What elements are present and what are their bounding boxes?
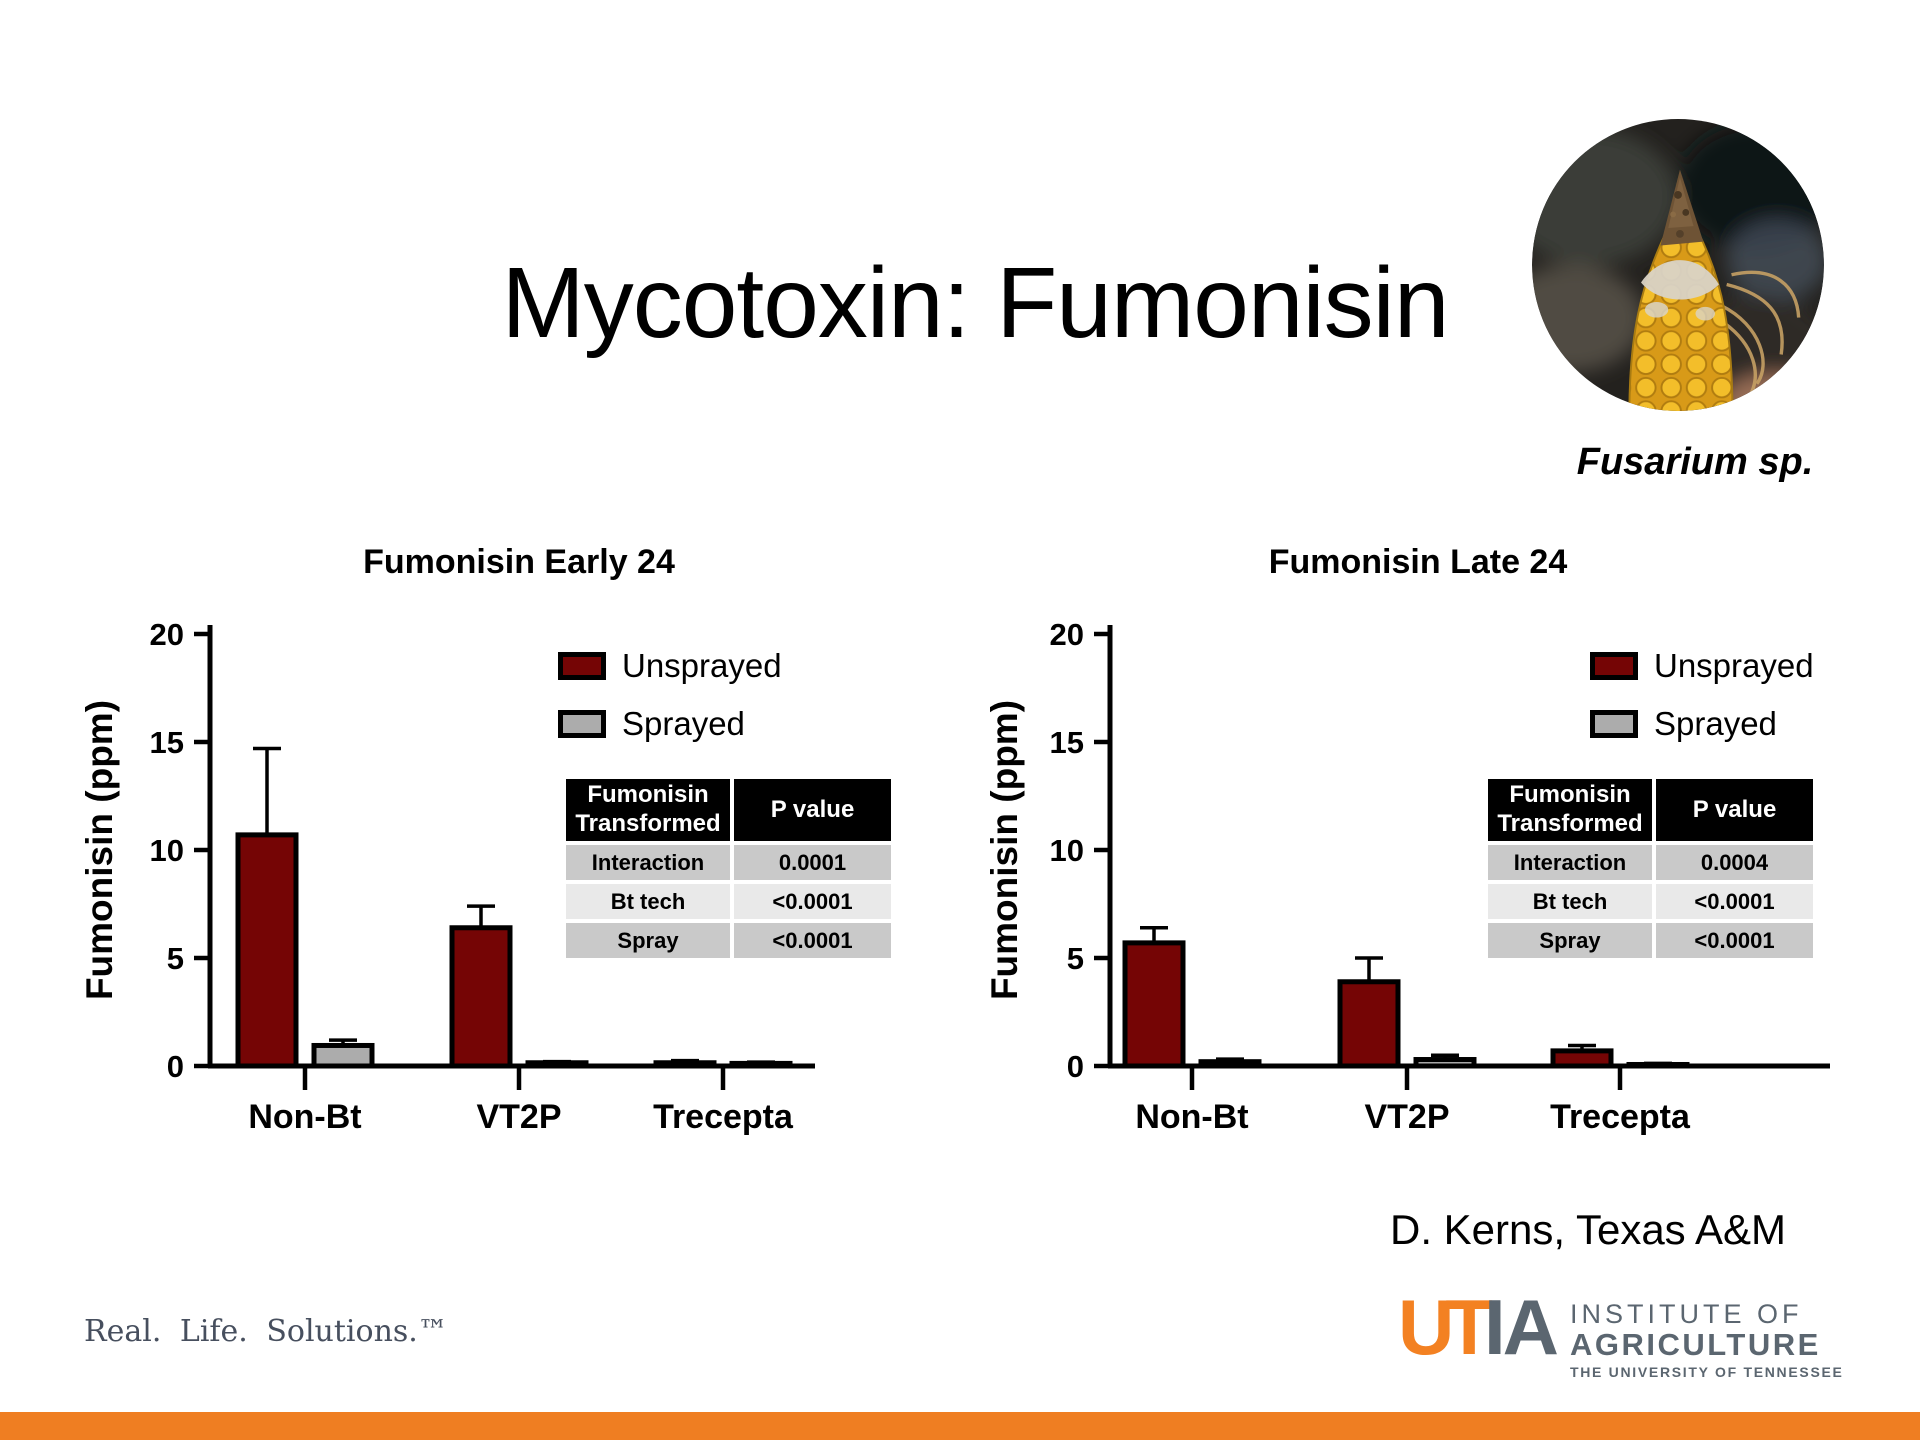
y-tick-label: 20 xyxy=(1050,617,1084,652)
y-axis-label-early: Fumonisin (ppm) xyxy=(79,699,120,1001)
y-tick-label: 10 xyxy=(150,833,184,868)
utia-logo: UT IA INSTITUTE OF AGRICULTURE THE UNIVE… xyxy=(1398,1283,1844,1381)
stats-header-factor: Fumonisin Transformed xyxy=(1488,779,1652,841)
bar-unsprayed-vt2p xyxy=(449,925,513,1069)
table-row-label: Interaction xyxy=(566,845,730,880)
table-row-label: Bt tech xyxy=(566,884,730,919)
x-category-label: Trecepta xyxy=(1550,1098,1691,1136)
table-row-value: 0.0001 xyxy=(734,845,891,880)
bar-sprayed-non-bt xyxy=(311,1042,375,1069)
table-row-value: <0.0001 xyxy=(1656,923,1813,958)
bar-sprayed-vt2p xyxy=(525,1060,589,1069)
tagline-text: Real. Life. Solutions.™ xyxy=(84,1314,448,1349)
bar-sprayed-trecepta xyxy=(729,1060,793,1069)
mold-band xyxy=(1641,260,1719,300)
stats-header-factor: Fumonisin Transformed xyxy=(566,779,730,841)
table-row-label: Bt tech xyxy=(1488,884,1652,919)
chart-title-late: Fumonisin Late 24 xyxy=(1268,543,1568,581)
bar-chart-early: 0 5 10 15 20 Non-Bt VT2P Trecepta xyxy=(150,617,815,1136)
moldy-tip xyxy=(1660,169,1704,246)
page-title: Mycotoxin: Fumonisin xyxy=(501,247,1450,359)
bar-sprayed-trecepta xyxy=(1626,1061,1690,1069)
x-category-label: Non-Bt xyxy=(1135,1098,1248,1136)
legend-swatch-unsprayed-early xyxy=(558,652,606,680)
corn-silks xyxy=(1721,270,1801,397)
x-category-label: VT2P xyxy=(476,1098,561,1136)
bar-unsprayed-vt2p xyxy=(1337,979,1401,1069)
legend-label-sprayed-late: Sprayed xyxy=(1654,705,1777,742)
logo-line-institute: INSTITUTE OF xyxy=(1569,1299,1803,1329)
y-tick-label: 15 xyxy=(1050,725,1084,760)
x-category-label: VT2P xyxy=(1364,1098,1449,1136)
logo-text: INSTITUTE OF AGRICULTURE THE UNIVERSITY … xyxy=(1569,1295,1844,1381)
bar-chart-late: 0 5 10 15 20 Non-Bt VT2P Trecepta xyxy=(1050,617,1830,1136)
legend-label-unsprayed-late: Unsprayed xyxy=(1654,647,1814,684)
legend-label-sprayed-early: Sprayed xyxy=(622,705,745,742)
y-tick-label: 0 xyxy=(1067,1049,1084,1084)
y-tick-label: 10 xyxy=(1050,833,1084,868)
legend-swatch-sprayed-late xyxy=(1590,710,1638,738)
bar-unsprayed-trecepta xyxy=(1550,1048,1614,1069)
x-category-label: Non-Bt xyxy=(248,1098,361,1136)
stats-header-pvalue: P value xyxy=(1656,779,1813,841)
table-row-value: 0.0004 xyxy=(1656,845,1813,880)
y-tick-label: 20 xyxy=(150,617,184,652)
stats-header-pvalue: P value xyxy=(734,779,891,841)
table-row-value: <0.0001 xyxy=(734,923,891,958)
logo-line-agriculture: AGRICULTURE xyxy=(1569,1327,1821,1362)
bar-sprayed-vt2p xyxy=(1413,1057,1477,1069)
legend-swatch-sprayed-early xyxy=(558,710,606,738)
table-row-label: Spray xyxy=(566,923,730,958)
y-tick-label: 5 xyxy=(1067,941,1084,976)
attribution-text: D. Kerns, Texas A&M xyxy=(1390,1206,1787,1253)
corn-photo xyxy=(1532,118,1824,412)
table-row-label: Spray xyxy=(1488,923,1652,958)
bar-unsprayed-non-bt xyxy=(1122,940,1186,1069)
bar-unsprayed-trecepta xyxy=(653,1060,717,1069)
bar-unsprayed-non-bt xyxy=(235,832,299,1069)
ut-monogram: UT xyxy=(1398,1283,1493,1371)
table-row-label: Interaction xyxy=(1488,845,1652,880)
corn-photo-art xyxy=(1532,119,1824,411)
bar-sprayed-non-bt xyxy=(1198,1059,1262,1069)
chart-title-early: Fumonisin Early 24 xyxy=(363,543,675,581)
stats-table-late: Fumonisin Transformed P value Interactio… xyxy=(1488,779,1813,958)
ia-monogram: IA xyxy=(1483,1283,1559,1371)
y-tick-label: 5 xyxy=(167,941,184,976)
legend-swatch-unsprayed-late xyxy=(1590,652,1638,680)
bottom-accent-bar xyxy=(0,1412,1920,1440)
table-row-value: <0.0001 xyxy=(734,884,891,919)
image-caption: Fusarium sp. xyxy=(1576,441,1814,483)
y-tick-label: 0 xyxy=(167,1049,184,1084)
legend-label-unsprayed-early: Unsprayed xyxy=(622,647,782,684)
table-row-value: <0.0001 xyxy=(1656,884,1813,919)
y-axis-label-late: Fumonisin (ppm) xyxy=(984,699,1025,1001)
y-tick-label: 15 xyxy=(150,725,184,760)
stats-table-early: Fumonisin Transformed P value Interactio… xyxy=(566,779,891,958)
logo-line-university: THE UNIVERSITY OF TENNESSEE xyxy=(1569,1364,1844,1380)
x-category-label: Trecepta xyxy=(653,1098,794,1136)
